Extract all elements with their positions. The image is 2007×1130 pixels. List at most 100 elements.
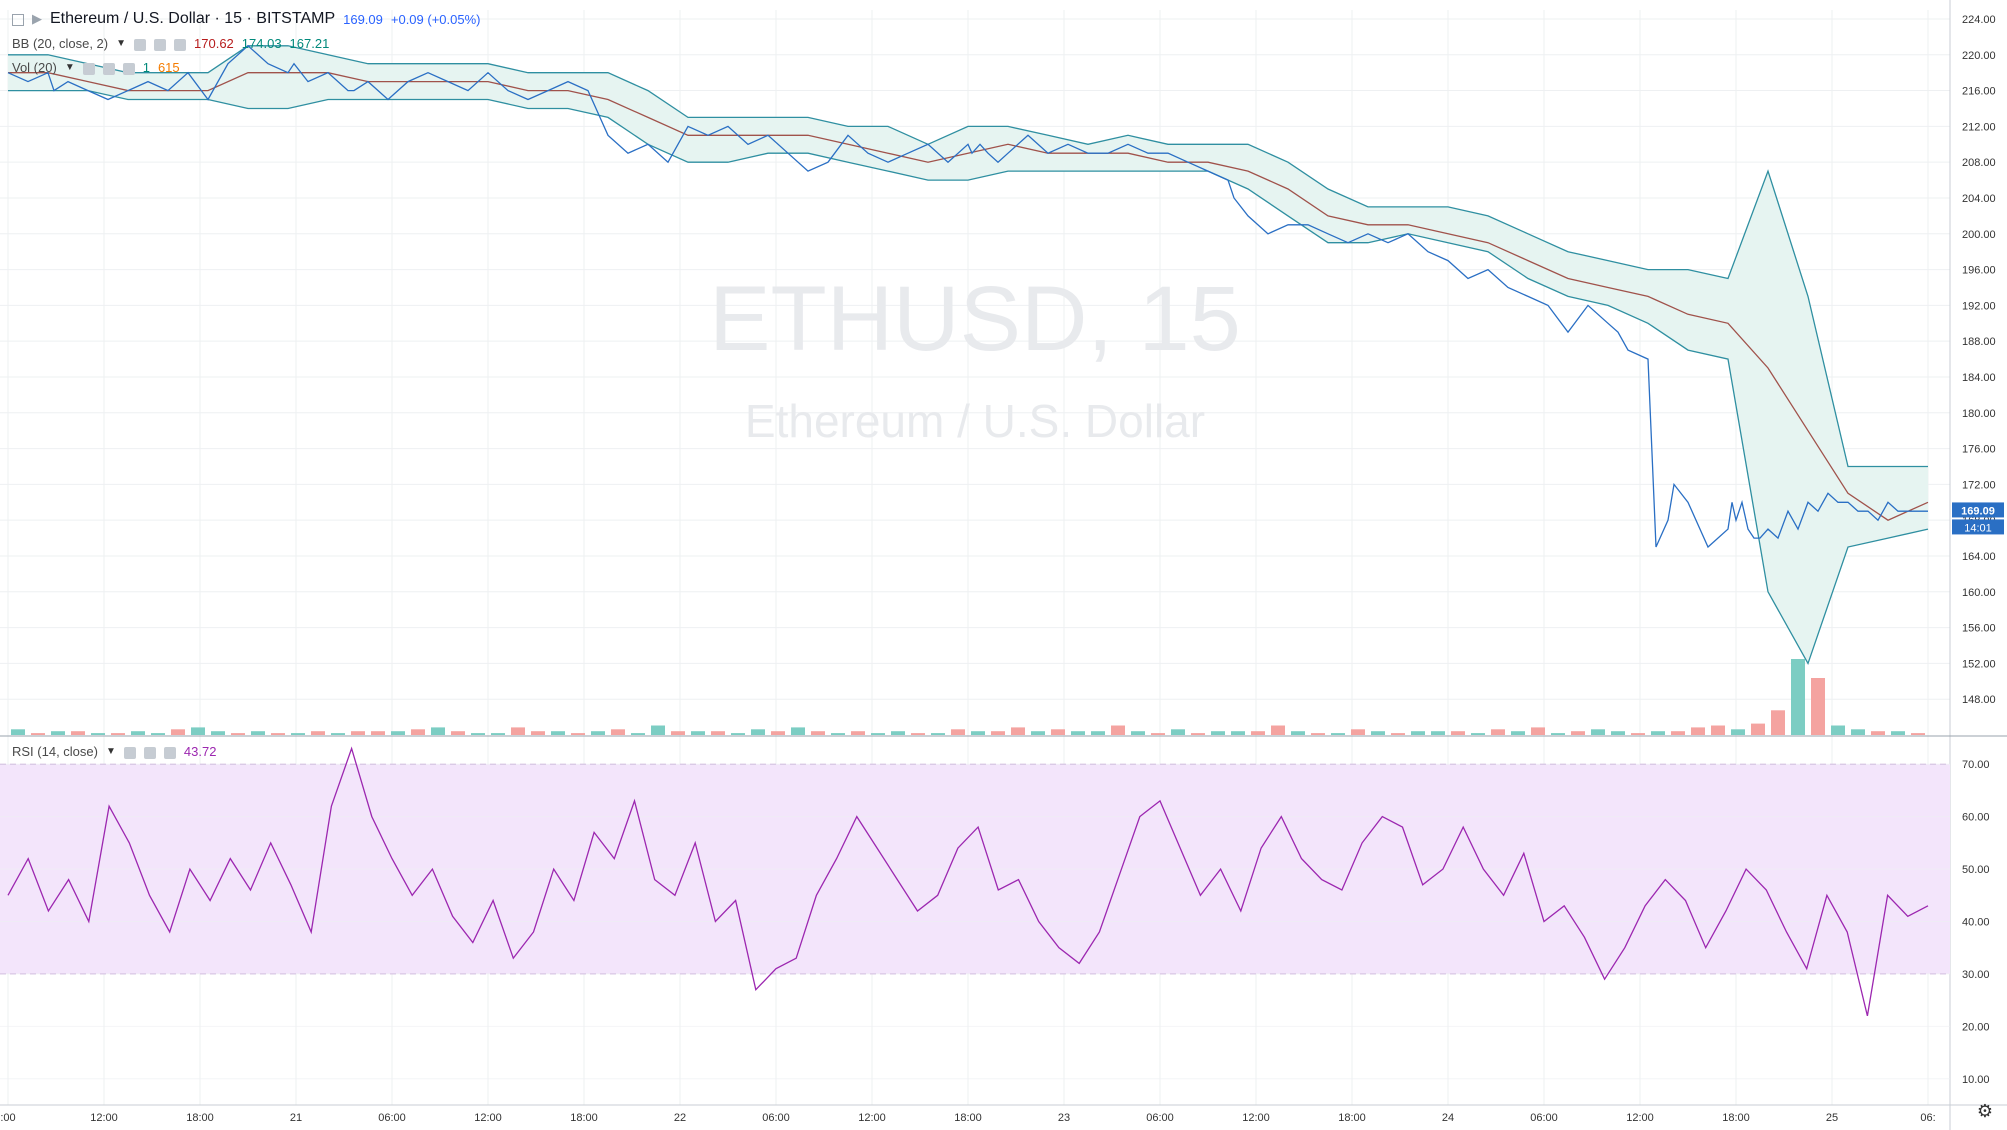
eye-icon[interactable] [123, 746, 136, 759]
settings-gear-icon[interactable]: ⚙ [1976, 1101, 1993, 1121]
x-tick-label: 12:00 [1242, 1112, 1270, 1124]
volume-bar [1671, 731, 1685, 735]
volume-bar [851, 731, 865, 735]
volume-bar [1491, 729, 1505, 735]
volume-bar [711, 731, 725, 735]
y-tick-label: 164.00 [1962, 551, 1996, 563]
volume-bar [1291, 731, 1305, 735]
watermark-name: Ethereum / U.S. Dollar [745, 395, 1205, 447]
volume-bar [1171, 729, 1185, 735]
gear-icon[interactable] [154, 38, 167, 51]
volume-bar [971, 731, 985, 735]
volume-bar [91, 733, 105, 735]
x-tick-label: 18:00 [186, 1112, 214, 1124]
volume-bar [431, 727, 445, 735]
volume-bar [1891, 731, 1905, 735]
bb-label[interactable]: BB (20, close, 2) [12, 36, 109, 51]
eye-icon[interactable] [134, 38, 147, 51]
bb-lower-value: 167.21 [289, 36, 330, 51]
volume-bar [1311, 733, 1325, 735]
vol-value-2: 615 [157, 60, 180, 75]
volume-bar [271, 733, 285, 735]
y-tick-label: 220.00 [1962, 50, 1996, 62]
x-tick-label: 23 [1058, 1112, 1070, 1124]
vol-label[interactable]: Vol (20) [12, 60, 57, 75]
vol-value-1: 1 [142, 60, 150, 75]
x-tick-label: 18:00 [954, 1112, 982, 1124]
volume-bar [171, 729, 185, 735]
volume-bar [191, 727, 205, 735]
x-tick-label: 06:00 [378, 1112, 406, 1124]
chevron-down-icon[interactable]: ▼ [64, 62, 75, 73]
volume-bar [1831, 725, 1845, 735]
flag-icon: ▶ [32, 11, 42, 26]
volume-bar [411, 729, 425, 735]
y-tick-label: 224.00 [1962, 14, 1996, 26]
rsi-tick-label: 50.00 [1962, 864, 1990, 876]
volume-bar [591, 731, 605, 735]
volume-bar [1051, 729, 1065, 735]
y-tick-label: 172.00 [1962, 479, 1996, 491]
volume-bar [151, 733, 165, 735]
volume-bar [1771, 710, 1785, 735]
close-icon[interactable] [163, 746, 176, 759]
chevron-down-icon[interactable]: ▼ [105, 746, 116, 757]
volume-bar [451, 731, 465, 735]
volume-bar [51, 731, 65, 735]
volume-bar [611, 729, 625, 735]
volume-bar [1371, 731, 1385, 735]
y-tick-label: 188.00 [1962, 336, 1996, 348]
eye-icon[interactable] [82, 62, 95, 75]
volume-bar [1411, 731, 1425, 735]
price-line [7, 44, 1928, 549]
collapse-icon[interactable] [12, 14, 24, 26]
volume-bar [671, 731, 685, 735]
volume-bar [391, 731, 405, 735]
rsi-tick-label: 20.00 [1962, 1021, 1990, 1033]
volume-bar [1431, 731, 1445, 735]
volume-bar [1271, 725, 1285, 735]
volume-bar [211, 731, 225, 735]
volume-bar [71, 731, 85, 735]
volume-bar [1451, 731, 1465, 735]
close-icon[interactable] [122, 62, 135, 75]
volume-bar [1091, 731, 1105, 735]
y-tick-label: 204.00 [1962, 193, 1996, 205]
volume-bar [891, 731, 905, 735]
rsi-legend: RSI (14, close) ▼ 43.72 [12, 744, 216, 759]
rsi-tick-label: 30.00 [1962, 969, 1990, 981]
volume-bar [491, 733, 505, 735]
rsi-label[interactable]: RSI (14, close) [12, 744, 98, 759]
symbol-title[interactable]: Ethereum / U.S. Dollar · 15 · BITSTAMP [50, 10, 336, 27]
volume-bar [871, 733, 885, 735]
volume-bar [691, 731, 705, 735]
x-tick-label: :00 [0, 1112, 15, 1124]
volume-bar [231, 733, 245, 735]
volume-bar [1531, 727, 1545, 735]
y-tick-label: 196.00 [1962, 265, 1996, 277]
y-tick-label: 212.00 [1962, 121, 1996, 133]
x-tick-label: 18:00 [570, 1112, 598, 1124]
volume-bar [1011, 727, 1025, 735]
watermark-symbol: ETHUSD, 15 [709, 268, 1241, 370]
bb-fill [8, 45, 1928, 664]
volume-bar [1551, 733, 1565, 735]
volume-bar [1711, 725, 1725, 735]
volume-bar [1071, 731, 1085, 735]
volume-bar [1751, 723, 1765, 735]
x-tick-label: 12:00 [90, 1112, 118, 1124]
chevron-down-icon[interactable]: ▼ [116, 38, 127, 49]
volume-bar [251, 731, 265, 735]
bb-basis-value: 170.62 [194, 36, 234, 51]
gear-icon[interactable] [102, 62, 115, 75]
y-tick-label: 184.00 [1962, 372, 1996, 384]
y-tick-label: 200.00 [1962, 229, 1996, 241]
volume-bar [911, 733, 925, 735]
volume-bar [351, 731, 365, 735]
countdown-label: 14:01 [1964, 522, 1992, 534]
volume-bar [1331, 733, 1345, 735]
volume-bar [751, 729, 765, 735]
gear-icon[interactable] [143, 746, 156, 759]
close-icon[interactable] [174, 38, 187, 51]
